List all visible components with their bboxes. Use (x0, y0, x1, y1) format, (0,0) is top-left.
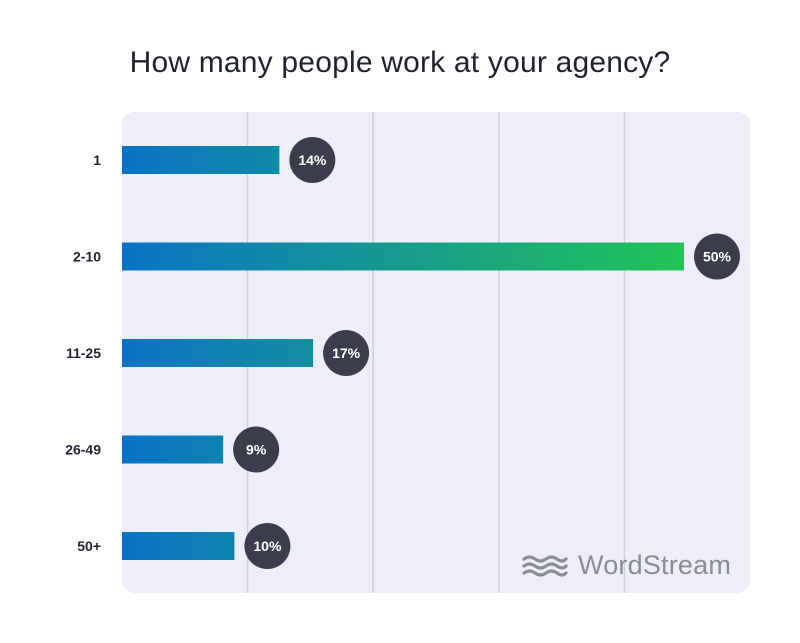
bar (122, 146, 280, 174)
category-label: 50+ (77, 538, 101, 554)
value-label: 10% (253, 538, 282, 554)
value-label: 50% (703, 249, 732, 265)
category-labels: 1 2-10 11-25 26-49 50+ (65, 152, 101, 554)
category-label: 1 (93, 152, 101, 168)
bar (122, 242, 684, 271)
category-label: 11-25 (66, 345, 101, 361)
wave-logo-icon (522, 554, 568, 577)
category-label: 2-10 (73, 249, 101, 265)
bar (122, 339, 314, 367)
value-bubble (233, 426, 280, 473)
value-labels: 14% 50% 17% 9% 10% (233, 137, 740, 569)
value-label: 14% (298, 152, 327, 168)
category-label: 26-49 (65, 442, 101, 458)
value-bubble (323, 330, 370, 376)
value-bubble (694, 233, 740, 280)
value-label: 9% (246, 442, 267, 458)
brand-logo: WordStream (522, 550, 731, 581)
bar (122, 532, 235, 560)
value-bubble (289, 137, 336, 183)
bars (122, 146, 684, 560)
value-label: 17% (332, 345, 361, 361)
bar (122, 435, 224, 464)
chart-title: How many people work at your agency? (129, 46, 671, 79)
brand-name: WordStream (578, 550, 732, 580)
value-bubble (244, 523, 291, 569)
